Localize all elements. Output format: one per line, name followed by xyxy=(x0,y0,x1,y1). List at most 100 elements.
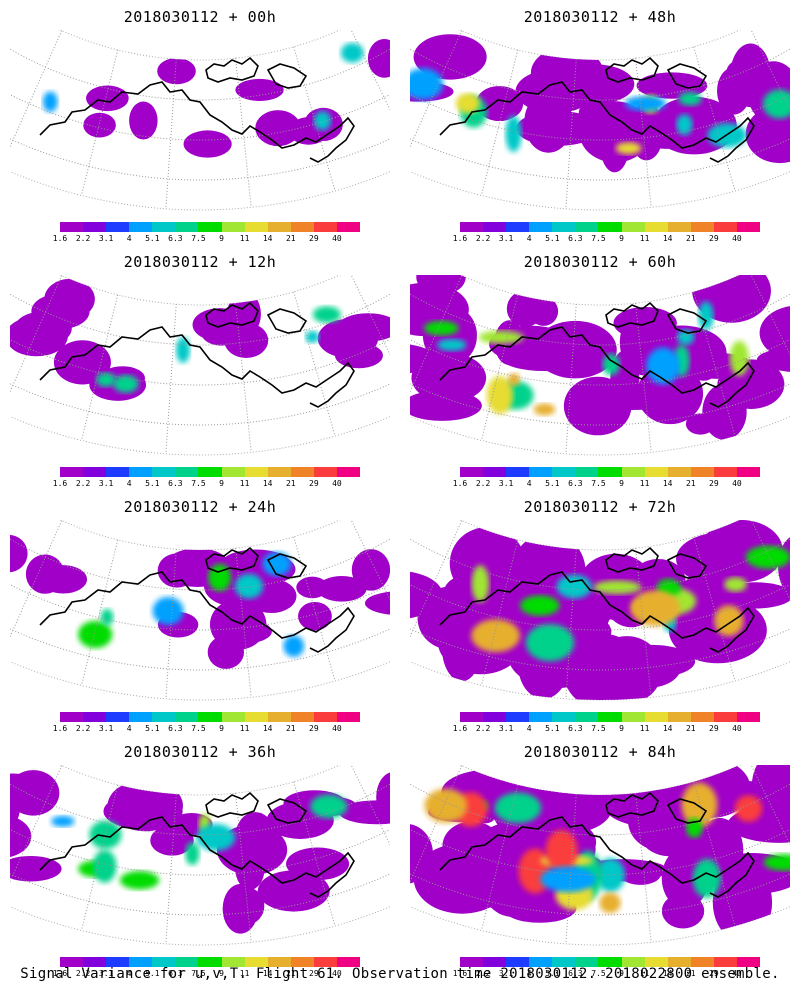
colorbar-swatch xyxy=(621,222,645,232)
variance-region xyxy=(533,320,617,379)
colorbar xyxy=(60,712,361,722)
colorbar-tick-label: 21 xyxy=(285,479,296,488)
colorbar-swatch xyxy=(175,712,199,722)
colorbar-tick-label: 40 xyxy=(332,969,342,978)
colorbar-swatch xyxy=(552,712,576,722)
colorbar xyxy=(60,222,361,232)
colorbar-tick-label: 7.5 xyxy=(191,479,206,488)
colorbar-tick-label: 29 xyxy=(709,479,719,488)
variance-peak xyxy=(340,43,364,63)
colorbar-swatch xyxy=(152,712,176,722)
variance-peak xyxy=(176,337,190,363)
colorbar-ticks: 1.6 2.2 3.1 4 5.1 6.3 7.5 9 11 14 21 29 40 xyxy=(453,234,760,244)
variance-region xyxy=(751,765,790,822)
colorbar-tick-label: 6.3 xyxy=(568,724,583,733)
colorbar-tick-label: 1.6 xyxy=(52,724,68,733)
variance-peak xyxy=(676,114,693,136)
variance-peak xyxy=(599,892,621,914)
variance-map xyxy=(10,765,390,946)
colorbar-tick-label: 9 xyxy=(619,234,624,243)
colorbar-swatch xyxy=(336,712,361,722)
variance-field xyxy=(10,534,390,669)
colorbar-swatch xyxy=(129,467,153,477)
colorbar-swatch xyxy=(106,957,130,967)
colorbar-tick-label: 11 xyxy=(239,234,250,243)
colorbar-swatch xyxy=(129,957,153,967)
colorbar-swatch xyxy=(152,957,176,967)
variance-region xyxy=(334,342,383,369)
colorbar-tick-label: 40 xyxy=(732,234,742,243)
colorbar xyxy=(460,222,761,232)
coastline xyxy=(666,798,708,824)
colorbar-tick-label: 9 xyxy=(619,479,624,488)
variance-peak xyxy=(533,403,556,416)
colorbar-swatch xyxy=(106,712,130,722)
colorbar-swatch xyxy=(713,467,737,477)
variance-region xyxy=(563,376,632,436)
variance-region xyxy=(296,576,329,599)
variance-peak xyxy=(51,815,75,827)
colorbar-swatch xyxy=(713,222,737,232)
colorbar-swatch xyxy=(460,712,484,722)
colorbar-tick-label: 1.6 xyxy=(452,234,468,243)
variance-peak xyxy=(42,91,58,113)
variance-region xyxy=(685,413,715,435)
variance-peak xyxy=(763,853,790,871)
coastline xyxy=(266,308,308,334)
colorbar-swatch xyxy=(267,222,291,232)
variance-map xyxy=(10,30,390,211)
colorbar-tick-label: 7.5 xyxy=(591,724,606,733)
colorbar-swatch xyxy=(713,712,737,722)
variance-peak xyxy=(494,792,542,824)
variance-peak xyxy=(505,115,522,153)
colorbar-swatch xyxy=(221,467,245,477)
colorbar-tick-label: 29 xyxy=(709,969,719,978)
forecast-panel: 2018030112 + 24h 1.6 2.2 3.1 4 5.1 6.3 7.5 9 11 14… xyxy=(0,490,400,735)
variance-region xyxy=(298,601,332,631)
variance-map xyxy=(410,765,790,946)
variance-peak xyxy=(305,330,320,343)
colorbar-swatch xyxy=(529,467,553,477)
coastline xyxy=(39,81,355,163)
variance-region xyxy=(257,870,330,912)
colorbar-swatch xyxy=(313,467,337,477)
coastline xyxy=(266,553,308,579)
variance-peak xyxy=(185,842,200,866)
colorbar-tick-label: 14 xyxy=(662,969,673,978)
colorbar-tick-label: 6.3 xyxy=(568,479,583,488)
colorbar-tick-label: 40 xyxy=(332,234,342,243)
variance-peak xyxy=(520,595,560,616)
colorbar-swatch xyxy=(267,467,291,477)
colorbar-swatch xyxy=(290,712,314,722)
colorbar-swatch xyxy=(106,467,130,477)
variance-region xyxy=(157,58,196,85)
variance-region xyxy=(413,34,487,80)
variance-region xyxy=(103,793,183,830)
forecast-panel: 2018030112 + 36h 1.6 2.2 3.1 4 5.1 6.3 7.5 9 11 14… xyxy=(0,735,400,980)
colorbar-tick-label: 6.3 xyxy=(168,479,183,488)
colorbar-ticks: 1.6 2.2 3.1 4 5.1 6.3 7.5 9 11 14 21 29 40 xyxy=(53,969,360,979)
colorbar-tick-label: 40 xyxy=(732,969,742,978)
colorbar-tick-label: 21 xyxy=(685,234,696,243)
panel-title: 2018030112 + 24h xyxy=(123,498,277,516)
colorbar-swatch xyxy=(644,957,668,967)
colorbar-swatch xyxy=(60,712,84,722)
variance-region xyxy=(759,305,790,361)
colorbar-swatch xyxy=(690,467,714,477)
colorbar-swatch xyxy=(244,467,268,477)
colorbar-tick-label: 11 xyxy=(239,969,250,978)
colorbar-swatch xyxy=(667,222,691,232)
variance-peak xyxy=(478,330,524,344)
variance-region xyxy=(129,101,158,140)
variance-peak xyxy=(234,573,264,599)
colorbar-tick-label: 11 xyxy=(639,234,650,243)
coastline xyxy=(605,56,659,83)
variance-region xyxy=(416,275,466,295)
colorbar-swatch xyxy=(244,957,268,967)
variance-field xyxy=(410,275,790,440)
variance-region xyxy=(351,549,390,591)
coastline xyxy=(266,798,308,824)
variance-region xyxy=(730,43,771,108)
colorbar-tick-label: 5.1 xyxy=(545,724,560,733)
colorbar-swatch xyxy=(460,957,484,967)
